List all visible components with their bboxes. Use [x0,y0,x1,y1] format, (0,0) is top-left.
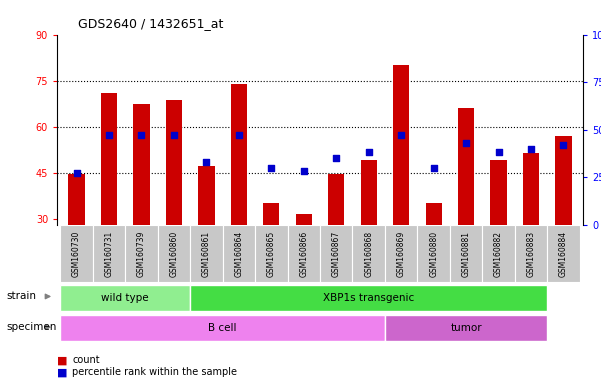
Bar [198,166,215,225]
Text: GSM160883: GSM160883 [526,231,535,277]
Bar [426,203,442,225]
Point [526,146,536,152]
Bar [93,225,125,282]
Bar [490,160,507,225]
Bar [450,225,483,282]
Point [397,132,406,138]
Text: GSM160882: GSM160882 [494,231,503,277]
Bar [263,203,279,225]
Point [169,132,178,138]
Point [429,165,439,171]
Bar [361,160,377,225]
Text: GDS2640 / 1432651_at: GDS2640 / 1432651_at [78,17,224,30]
Bar [353,225,385,282]
Bar [133,104,150,225]
Text: GSM160868: GSM160868 [364,231,373,277]
Bar [231,84,247,225]
Bar [60,315,385,341]
Point [136,132,146,138]
Bar [515,225,548,282]
Bar [555,136,572,225]
Text: GSM160880: GSM160880 [429,231,438,277]
Text: GSM160884: GSM160884 [559,231,568,277]
Bar [101,93,117,225]
Bar [393,65,409,225]
Bar [418,225,450,282]
Text: GSM160730: GSM160730 [72,231,81,277]
Text: GSM160881: GSM160881 [462,231,471,277]
Bar [548,225,580,282]
Text: GSM160866: GSM160866 [299,231,308,277]
Bar [523,152,539,225]
Bar [190,285,548,311]
Point [234,132,243,138]
Bar [320,225,353,282]
Point [364,149,374,156]
Bar [483,225,515,282]
Bar [190,225,222,282]
Text: XBP1s transgenic: XBP1s transgenic [323,293,414,303]
Bar [385,315,548,341]
Bar [222,225,255,282]
Point [299,168,308,174]
Point [104,132,114,138]
Point [494,149,504,156]
Text: wild type: wild type [102,293,149,303]
Bar [287,225,320,282]
Bar [60,225,93,282]
Point [462,140,471,146]
Point [72,170,81,176]
Bar [296,214,312,225]
Bar [157,225,190,282]
Text: GSM160867: GSM160867 [332,231,341,277]
Text: GSM160864: GSM160864 [234,231,243,277]
Text: specimen: specimen [6,322,56,332]
Text: GSM160869: GSM160869 [397,231,406,277]
Point [201,159,211,165]
Text: ■: ■ [57,355,67,365]
Bar [385,225,418,282]
Text: GSM160865: GSM160865 [267,231,276,277]
Bar [166,101,182,225]
Text: B cell: B cell [209,323,237,333]
Text: percentile rank within the sample: percentile rank within the sample [72,367,237,377]
Point [266,165,276,171]
Bar [69,174,85,225]
Bar [60,285,190,311]
Point [332,155,341,161]
Text: GSM160860: GSM160860 [169,231,178,277]
Text: GSM160861: GSM160861 [202,231,211,277]
Bar [458,108,474,225]
Bar [328,174,344,225]
Bar [125,225,157,282]
Text: tumor: tumor [450,323,482,333]
Point [559,142,569,148]
Text: count: count [72,355,100,365]
Text: strain: strain [6,291,36,301]
Text: GSM160739: GSM160739 [137,231,146,277]
Bar [255,225,287,282]
Text: ■: ■ [57,367,67,377]
Text: GSM160731: GSM160731 [105,231,114,277]
